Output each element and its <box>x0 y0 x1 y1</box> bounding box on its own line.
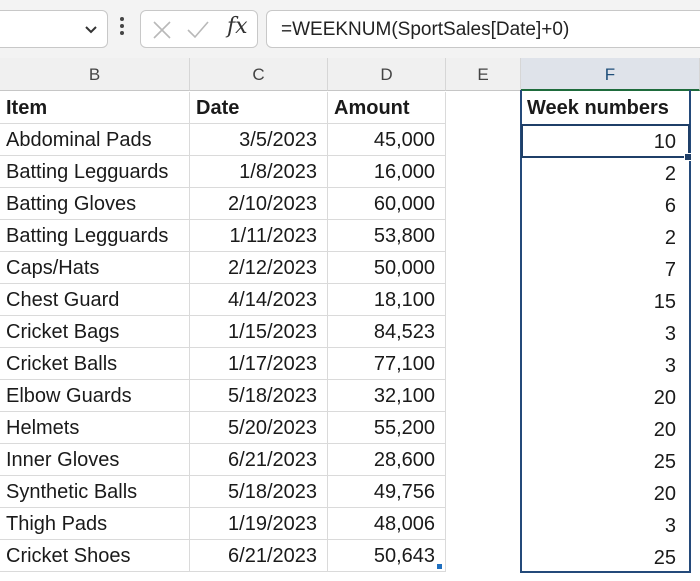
date-cell[interactable]: 5/18/2023 <box>190 476 328 508</box>
column-header-b[interactable]: B <box>0 58 190 91</box>
item-cell[interactable]: Cricket Shoes <box>0 540 190 572</box>
active-cell-f2[interactable] <box>521 124 690 158</box>
empty-cell[interactable] <box>446 316 521 348</box>
amount-cell[interactable]: 60,000 <box>328 188 446 220</box>
week-number-cell[interactable]: 6 <box>664 195 676 217</box>
insert-function-button[interactable]: fx <box>227 14 248 39</box>
empty-cell[interactable] <box>446 220 521 252</box>
amount-cell[interactable]: 50,000 <box>328 252 446 284</box>
empty-cell[interactable] <box>446 124 521 156</box>
date-cell[interactable]: 2/12/2023 <box>190 252 328 284</box>
week-number-cell[interactable]: 7 <box>664 259 676 281</box>
amount-cell[interactable]: 45,000 <box>328 124 446 156</box>
empty-cell[interactable] <box>446 348 521 380</box>
item-cell[interactable]: Synthetic Balls <box>0 476 190 508</box>
week-numbers-header[interactable]: Week numbers <box>527 97 669 119</box>
amount-cell[interactable]: 50,643 <box>328 540 446 572</box>
header-amount[interactable]: Amount <box>328 92 446 124</box>
item-cell[interactable]: Abdominal Pads <box>0 124 190 156</box>
week-number-cell[interactable]: 3 <box>664 323 676 345</box>
empty-cell[interactable] <box>446 476 521 508</box>
week-number-cell[interactable]: 25 <box>653 547 676 569</box>
empty-cell[interactable] <box>446 188 521 220</box>
empty-cell[interactable] <box>446 508 521 540</box>
item-cell[interactable]: Thigh Pads <box>0 508 190 540</box>
date-cell[interactable]: 6/21/2023 <box>190 540 328 572</box>
empty-cell[interactable] <box>446 156 521 188</box>
chevron-down-icon[interactable] <box>83 21 99 42</box>
empty-cell[interactable] <box>446 444 521 476</box>
formula-buttons: fx <box>140 10 258 48</box>
column-header-f[interactable]: F <box>521 58 700 91</box>
week-number-cell[interactable]: 2 <box>664 227 676 249</box>
week-number-cell[interactable]: 2 <box>664 163 676 185</box>
date-cell[interactable]: 4/14/2023 <box>190 284 328 316</box>
amount-cell[interactable]: 16,000 <box>328 156 446 188</box>
week-number-cell[interactable]: 20 <box>653 419 676 441</box>
item-cell[interactable]: Cricket Balls <box>0 348 190 380</box>
week-number-cell[interactable]: 10 <box>653 131 676 153</box>
date-cell[interactable]: 1/8/2023 <box>190 156 328 188</box>
item-cell[interactable]: Elbow Guards <box>0 380 190 412</box>
week-number-cell[interactable]: 20 <box>653 387 676 409</box>
item-cell[interactable]: Batting Legguards <box>0 220 190 252</box>
cancel-icon[interactable] <box>151 19 173 46</box>
item-cell[interactable]: Caps/Hats <box>0 252 190 284</box>
item-cell[interactable]: Helmets <box>0 412 190 444</box>
empty-cell[interactable] <box>446 412 521 444</box>
amount-cell[interactable]: 84,523 <box>328 316 446 348</box>
item-cell[interactable]: Chest Guard <box>0 284 190 316</box>
amount-cell[interactable]: 55,200 <box>328 412 446 444</box>
amount-cell[interactable]: 77,100 <box>328 348 446 380</box>
header-date[interactable]: Date <box>190 92 328 124</box>
week-number-cell[interactable]: 3 <box>664 515 676 537</box>
date-cell[interactable]: 1/15/2023 <box>190 316 328 348</box>
empty-cell[interactable] <box>446 380 521 412</box>
amount-cell[interactable]: 28,600 <box>328 444 446 476</box>
empty-cell[interactable] <box>446 540 521 572</box>
item-cell[interactable]: Inner Gloves <box>0 444 190 476</box>
empty-cell[interactable] <box>446 284 521 316</box>
amount-cell[interactable]: 18,100 <box>328 284 446 316</box>
date-cell[interactable]: 3/5/2023 <box>190 124 328 156</box>
item-cell[interactable]: Batting Legguards <box>0 156 190 188</box>
column-header-d[interactable]: D <box>328 58 446 91</box>
table-resize-handle[interactable] <box>437 564 442 569</box>
date-cell[interactable]: 1/11/2023 <box>190 220 328 252</box>
date-cell[interactable]: 1/17/2023 <box>190 348 328 380</box>
column-header-e[interactable]: E <box>446 58 521 91</box>
date-cell[interactable]: 1/19/2023 <box>190 508 328 540</box>
date-cell[interactable]: 6/21/2023 <box>190 444 328 476</box>
amount-cell[interactable]: 49,756 <box>328 476 446 508</box>
week-number-cell[interactable]: 3 <box>664 355 676 377</box>
item-cell[interactable]: Batting Gloves <box>0 188 190 220</box>
week-number-cell[interactable]: 20 <box>653 483 676 505</box>
empty-cell[interactable] <box>446 252 521 284</box>
fill-handle[interactable] <box>684 153 692 161</box>
amount-cell[interactable]: 53,800 <box>328 220 446 252</box>
more-options-icon[interactable] <box>119 14 125 44</box>
date-cell[interactable]: 2/10/2023 <box>190 188 328 220</box>
item-cell[interactable]: Cricket Bags <box>0 316 190 348</box>
formula-text: =WEEKNUM(SportSales[Date]+0) <box>281 19 570 40</box>
column-header-c[interactable]: C <box>190 58 328 91</box>
formula-bar: fx =WEEKNUM(SportSales[Date]+0) <box>0 0 700 58</box>
formula-input[interactable]: =WEEKNUM(SportSales[Date]+0) <box>266 10 700 48</box>
empty-cell[interactable] <box>446 92 521 124</box>
amount-cell[interactable]: 48,006 <box>328 508 446 540</box>
date-cell[interactable]: 5/18/2023 <box>190 380 328 412</box>
week-number-cell[interactable]: 15 <box>653 291 676 313</box>
name-box[interactable] <box>0 10 108 48</box>
amount-cell[interactable]: 32,100 <box>328 380 446 412</box>
date-cell[interactable]: 5/20/2023 <box>190 412 328 444</box>
header-item[interactable]: Item <box>0 92 190 124</box>
week-number-cell[interactable]: 25 <box>653 451 676 473</box>
enter-check-icon[interactable] <box>186 19 210 46</box>
